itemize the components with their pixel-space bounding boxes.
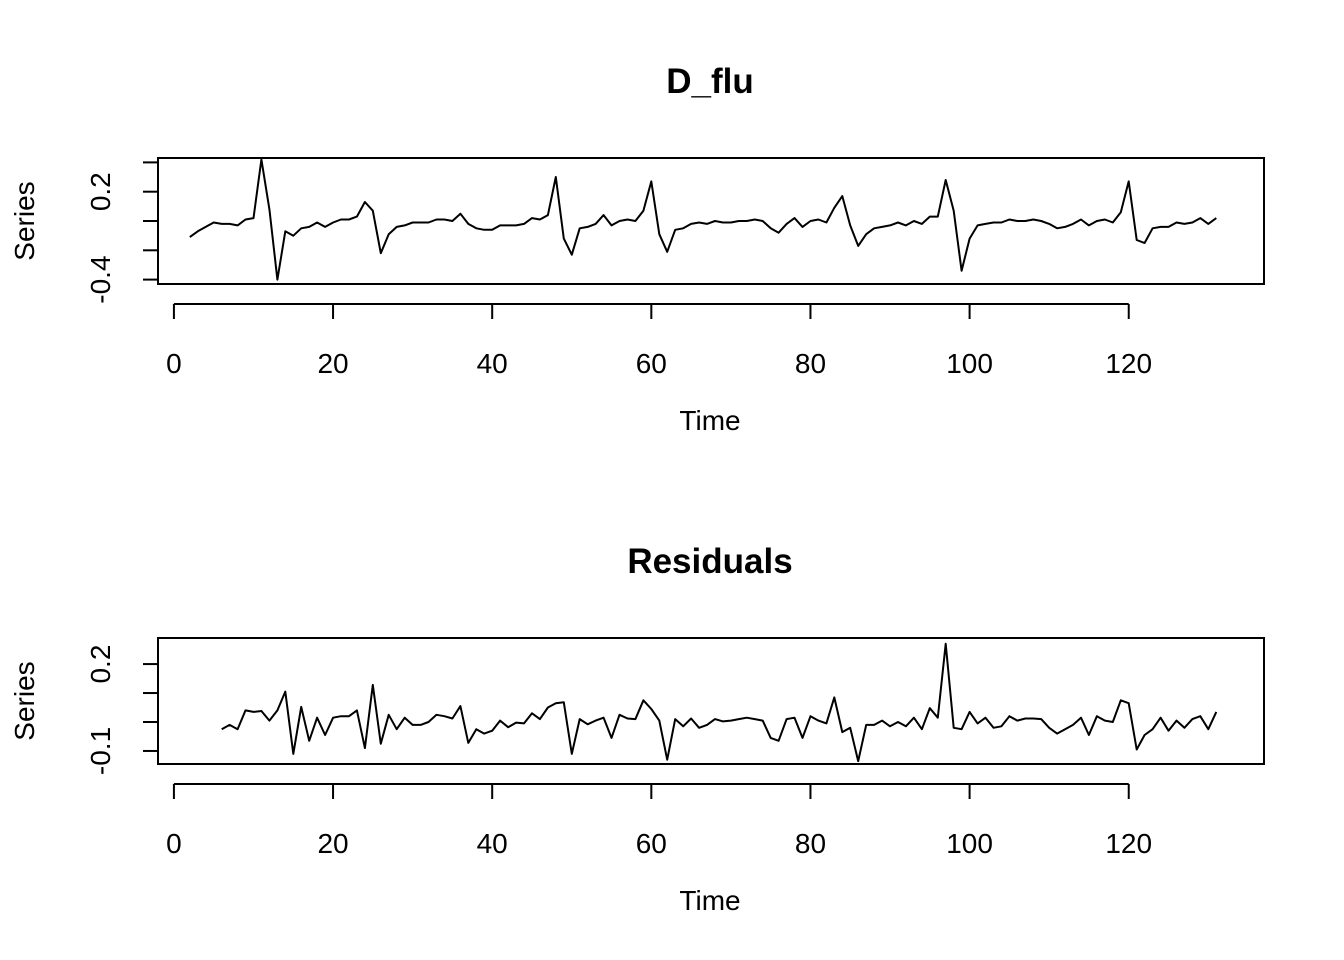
x-tick-label: 80 [795,348,826,379]
x-tick-label: 120 [1105,348,1152,379]
x-axis: 0 20 40 60 80 100 120 [166,303,1152,379]
x-tick-label: 80 [795,828,826,859]
x-tick-label: 20 [317,828,348,859]
x-tick-label: 20 [317,348,348,379]
x-axis-label: Time [679,885,740,916]
x-tick-label: 100 [946,348,993,379]
y-axis: -0.1 0.2 [85,645,159,775]
x-tick-label: 60 [636,828,667,859]
x-tick-label: 0 [166,348,182,379]
series-line [189,158,1217,281]
panel-residuals: Residuals -0.1 0.2 0 20 40 60 80 100 120 Time S… [9,542,1265,916]
y-tick-label: -0.4 [85,255,116,303]
y-tick-label: 0.2 [85,645,116,684]
x-tick-label: 0 [166,828,182,859]
x-tick-label: 40 [477,828,508,859]
plot-frame [157,637,1265,765]
x-tick-label: 100 [946,828,993,859]
y-axis: -0.4 0.2 [85,161,159,304]
y-tick-label: 0.2 [85,172,116,211]
y-tick-label: -0.1 [85,727,116,775]
y-axis-label: Series [9,181,40,260]
series-line [221,642,1218,763]
panel-d-flu: D_flu -0.4 0.2 0 20 40 60 80 100 120 Time Serie… [9,62,1265,436]
x-tick-label: 60 [636,348,667,379]
chart-title: D_flu [666,62,754,101]
y-axis-label: Series [9,661,40,740]
x-tick-label: 120 [1105,828,1152,859]
x-tick-label: 40 [477,348,508,379]
x-axis-label: Time [679,405,740,436]
x-axis: 0 20 40 60 80 100 120 [166,783,1152,859]
chart-title: Residuals [627,542,792,581]
